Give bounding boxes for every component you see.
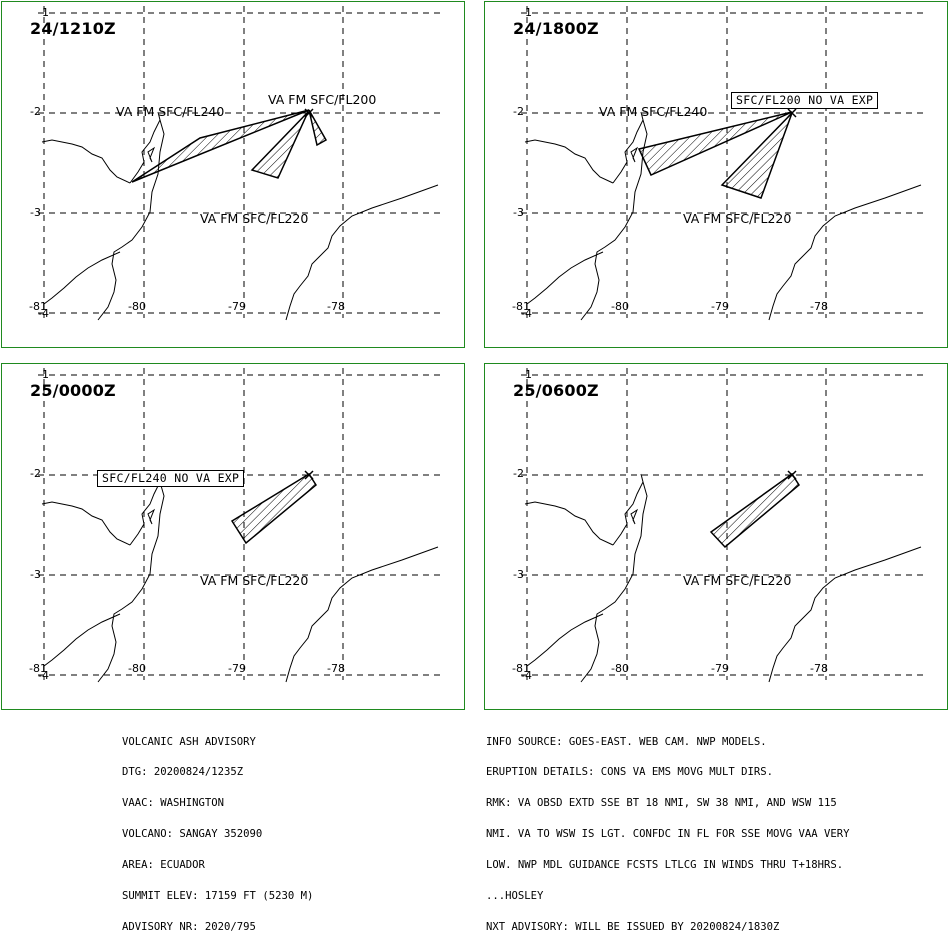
- advisory-line: ADVISORY NR: 2020/795: [122, 920, 256, 933]
- ash-label: VA FM SFC/FL220: [683, 211, 792, 226]
- ash-cloud-area: [720, 112, 793, 199]
- advisory-line: ERUPTION DETAILS: CONS VA EMS MOVG MULT …: [486, 766, 774, 779]
- lat-tick: -4: [521, 307, 532, 320]
- lon-tick: -79: [711, 662, 729, 675]
- panel-time: 25/0000Z: [30, 381, 116, 400]
- lon-tick: -80: [611, 300, 629, 313]
- map-canvas: [38, 368, 442, 683]
- lat-tick: -2: [30, 467, 41, 480]
- ash-cloud-area: [709, 472, 800, 549]
- border-line: [768, 184, 922, 321]
- lon-tick: -81: [29, 300, 47, 313]
- lon-tick: -79: [228, 300, 246, 313]
- map-canvas: [521, 6, 925, 321]
- lon-tick: -79: [711, 300, 729, 313]
- volcano-marker-icon: [304, 108, 314, 118]
- lat-tick: -4: [521, 669, 532, 682]
- lat-tick: -3: [513, 568, 524, 581]
- ash-label: VA FM SFC/FL220: [200, 211, 309, 226]
- ash-label: VA FM SFC/FL240: [116, 104, 225, 119]
- volcano-marker-icon: [787, 470, 797, 480]
- advisory-line: DTG: 20200824/1235Z: [122, 766, 244, 779]
- lat-tick: -1: [38, 368, 49, 381]
- coastline: [524, 111, 648, 321]
- panel-time: 24/1800Z: [513, 19, 599, 38]
- lon-tick: -78: [810, 662, 828, 675]
- map-panel-4: 25/0600Z -1 -2 -3 -4 -81 -80 -79 -78 VA …: [484, 363, 948, 710]
- ash-label: VA FM SFC/FL220: [683, 573, 792, 588]
- coastline: [524, 473, 648, 683]
- lat-tick: -4: [38, 669, 49, 682]
- ash-cloud-area: [637, 111, 793, 176]
- advisory-line: VOLCANO: SANGAY 352090: [122, 828, 263, 841]
- lon-tick: -78: [327, 662, 345, 675]
- ash-cloud-area: [250, 111, 309, 179]
- lat-tick: -1: [38, 6, 49, 19]
- lat-tick: -1: [521, 368, 532, 381]
- lat-tick: -3: [30, 206, 41, 219]
- advisory-left: VOLCANIC ASH ADVISORY DTG: 20200824/1235…: [122, 716, 313, 943]
- lat-tick: -4: [38, 307, 49, 320]
- no-va-box: SFC/FL240 NO VA EXP: [97, 470, 245, 487]
- advisory-line: LOW. NWP MDL GUIDANCE FCSTS LTLCG IN WIN…: [486, 859, 844, 872]
- border-line: [768, 546, 922, 683]
- lon-tick: -80: [611, 662, 629, 675]
- ash-label: VA FM SFC/FL220: [200, 573, 309, 588]
- map-panel-1: 24/1210Z -1 -2 -3 -4 -81 -80 -79 -78 VA …: [1, 1, 465, 348]
- advisory-line: INFO SOURCE: GOES-EAST. WEB CAM. NWP MOD…: [486, 735, 767, 748]
- lon-tick: -81: [29, 662, 47, 675]
- panel-time: 25/0600Z: [513, 381, 599, 400]
- advisory-line: SUMMIT ELEV: 17159 FT (5230 M): [122, 890, 314, 903]
- advisory-line: ...HOSLEY: [486, 890, 544, 903]
- lat-tick: -2: [513, 105, 524, 118]
- coastline: [41, 111, 165, 321]
- lon-tick: -79: [228, 662, 246, 675]
- ash-cloud-area: [230, 472, 317, 545]
- lat-tick: -2: [30, 105, 41, 118]
- advisory-line: VAAC: WASHINGTON: [122, 797, 225, 810]
- map-canvas: [38, 6, 442, 321]
- lat-tick: -3: [30, 568, 41, 581]
- volcano-marker-icon: [787, 108, 797, 118]
- advisory-right: INFO SOURCE: GOES-EAST. WEB CAM. NWP MOD…: [486, 716, 850, 943]
- lon-tick: -80: [128, 300, 146, 313]
- lon-tick: -78: [810, 300, 828, 313]
- ash-cloud-area: [131, 109, 310, 183]
- advisory-line: AREA: ECUADOR: [122, 859, 205, 872]
- no-va-box: SFC/FL200 NO VA EXP: [731, 92, 879, 109]
- ash-label: VA FM SFC/FL240: [599, 104, 708, 119]
- lat-tick: -1: [521, 6, 532, 19]
- volcano-marker-icon: [304, 470, 314, 480]
- map-panel-2: 24/1800Z -1 -2 -3 -4 -81 -80 -79 -78 VA …: [484, 1, 948, 348]
- lon-tick: -81: [512, 300, 530, 313]
- advisory-line: NMI. VA TO WSW IS LGT. CONFDC IN FL FOR …: [486, 828, 850, 841]
- border-line: [285, 184, 439, 321]
- panel-time: 24/1210Z: [30, 19, 116, 38]
- advisory-line: NXT ADVISORY: WILL BE ISSUED BY 20200824…: [486, 920, 780, 933]
- lon-tick: -78: [327, 300, 345, 313]
- lat-tick: -2: [513, 467, 524, 480]
- lat-tick: -3: [513, 206, 524, 219]
- lon-tick: -80: [128, 662, 146, 675]
- advisory-line: RMK: VA OBSD EXTD SSE BT 18 NMI, SW 38 N…: [486, 797, 837, 810]
- coastline: [41, 473, 165, 683]
- advisory-line: VOLCANIC ASH ADVISORY: [122, 735, 256, 748]
- map-panel-3: 25/0000Z -1 -2 -3 -4 -81 -80 -79 -78 SFC…: [1, 363, 465, 710]
- ash-label: VA FM SFC/FL200: [268, 92, 377, 107]
- lon-tick: -81: [512, 662, 530, 675]
- map-canvas: [521, 368, 925, 683]
- border-line: [285, 546, 439, 683]
- ash-cloud-area: [308, 109, 328, 147]
